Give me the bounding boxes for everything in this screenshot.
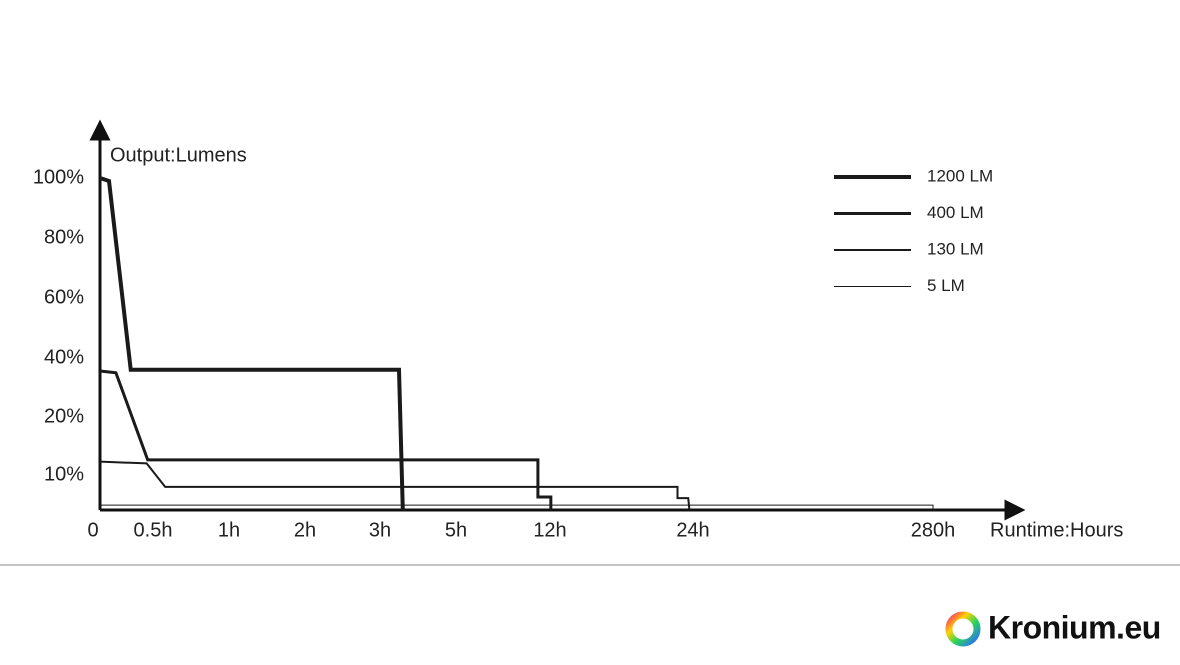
y-tick-label: 20% <box>44 405 84 427</box>
x-tick-label: 12h <box>533 519 566 541</box>
x-tick-label: 0.5h <box>134 519 173 541</box>
y-tick-label: 100% <box>33 166 84 188</box>
y-tick-label: 40% <box>44 346 84 368</box>
x-tick-label: 0 <box>87 519 98 541</box>
series-line <box>99 369 553 510</box>
y-tick-label: 60% <box>44 286 84 308</box>
logo-text: Kronium.eu <box>988 609 1161 645</box>
y-axis-label: Output:Lumens <box>110 144 247 166</box>
x-tick-label: 1h <box>218 519 240 541</box>
series-line <box>99 176 405 511</box>
y-tick-label: 10% <box>44 463 84 485</box>
legend: 1200 LM 400 LM 130 LM 5 LM <box>834 166 993 295</box>
x-tick-label: 280h <box>911 519 956 541</box>
x-tick-label: 5h <box>445 519 467 541</box>
legend-label: 5 LM <box>927 276 965 295</box>
logo-icon <box>945 611 981 647</box>
y-tick-label: 80% <box>44 226 84 248</box>
x-tick-label: 2h <box>294 519 316 541</box>
series-line <box>99 460 691 511</box>
x-tick-label: 24h <box>676 519 709 541</box>
series-line <box>100 504 934 510</box>
legend-label: 400 LM <box>927 203 984 222</box>
legend-label: 130 LM <box>927 239 984 258</box>
legend-label: 1200 LM <box>927 166 993 185</box>
x-axis-label: Runtime:Hours <box>990 519 1123 541</box>
x-tick-label: 3h <box>369 519 391 541</box>
